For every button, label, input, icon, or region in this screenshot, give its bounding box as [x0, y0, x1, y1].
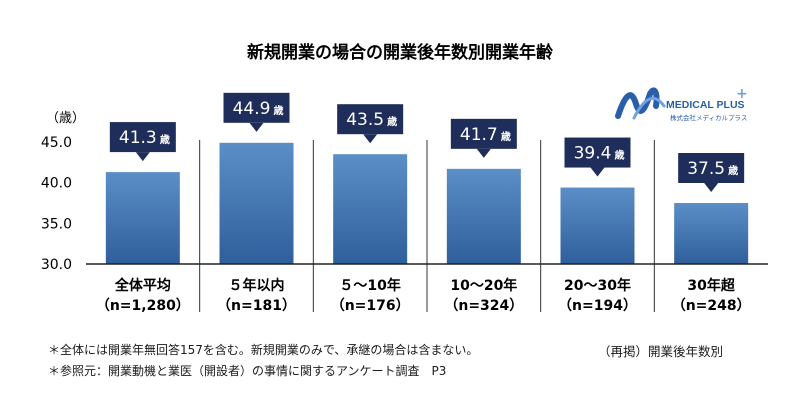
data-label: 41.7 [460, 125, 498, 145]
data-label-unit: 歳 [160, 133, 170, 146]
category-sample-size: （n=1,280） [96, 298, 190, 314]
value-callout-box [109, 122, 176, 153]
footnote-2: ＊参照元：開業動機と業医（開設者）の事情に関するアンケート調査 P3 [48, 364, 447, 378]
value-callout-pointer [249, 122, 264, 132]
data-label-unit: 歳 [728, 164, 738, 177]
data-label: 43.5 [346, 110, 384, 130]
category-label: ５年以内 [229, 277, 285, 294]
bar [560, 187, 635, 264]
value-callout-box [450, 118, 517, 149]
logo-brand-text: MEDICAL PLUS [666, 99, 745, 111]
logo-plus-mark: + [736, 86, 748, 102]
data-label-unit: 歳 [501, 130, 511, 143]
data-label: 37.5 [687, 159, 725, 179]
y-tick-label: 35.0 [41, 216, 72, 232]
category-label: ５〜10年 [339, 277, 400, 294]
y-tick-label: 45.0 [41, 135, 72, 151]
value-callout-box [337, 104, 404, 135]
bar [219, 142, 294, 264]
bar [674, 203, 749, 264]
category-sample-size: （n=181） [217, 298, 296, 314]
value-callout-pointer [704, 183, 719, 192]
bar [333, 154, 408, 264]
category-label: 全体平均 [114, 277, 171, 294]
data-label-unit: 歳 [387, 115, 397, 128]
data-label-unit: 歳 [615, 149, 625, 162]
bar [105, 172, 180, 264]
category-sample-size: （n=324） [444, 298, 523, 314]
category-label: 10〜20年 [450, 277, 517, 294]
value-callout-pointer [476, 148, 491, 158]
footnote-1: ＊全体には開業年無回答157を含む。新規開業のみで、承継の場合は含まない。 [48, 343, 479, 357]
value-callout-box [223, 92, 290, 123]
medical-plus-logo: MEDICAL PLUS + 株式会社メディカルプラス [614, 82, 748, 124]
category-label: 30年超 [687, 277, 735, 294]
chart-title: 新規開業の場合の開業後年数別開業年齢 [247, 42, 554, 63]
category-sample-size: （n=194） [558, 298, 637, 314]
data-label: 41.3 [119, 128, 157, 148]
medical-plus-logo-mark: MEDICAL PLUS + 株式会社メディカルプラス [615, 86, 748, 122]
bar [446, 168, 521, 264]
category-label: 20〜30年 [564, 277, 631, 294]
value-callout-box [564, 137, 631, 168]
y-axis-unit-label: （歳） [46, 111, 85, 126]
value-callout-box [678, 153, 745, 183]
value-callout-pointer [363, 134, 378, 144]
value-callout-pointer [135, 152, 150, 162]
value-callout-pointer [590, 167, 605, 177]
data-label-unit: 歳 [274, 104, 284, 117]
logo-subtitle: 株式会社メディカルプラス [670, 113, 747, 122]
data-label: 39.4 [574, 144, 612, 164]
category-sample-size: （n=248） [672, 298, 751, 314]
source-note: （再掲）開業後年数別 [598, 344, 724, 359]
y-tick-label: 40.0 [41, 176, 72, 192]
y-tick-label: 30.0 [41, 257, 72, 273]
category-sample-size: （n=176） [331, 298, 410, 314]
data-label: 44.9 [233, 99, 271, 119]
